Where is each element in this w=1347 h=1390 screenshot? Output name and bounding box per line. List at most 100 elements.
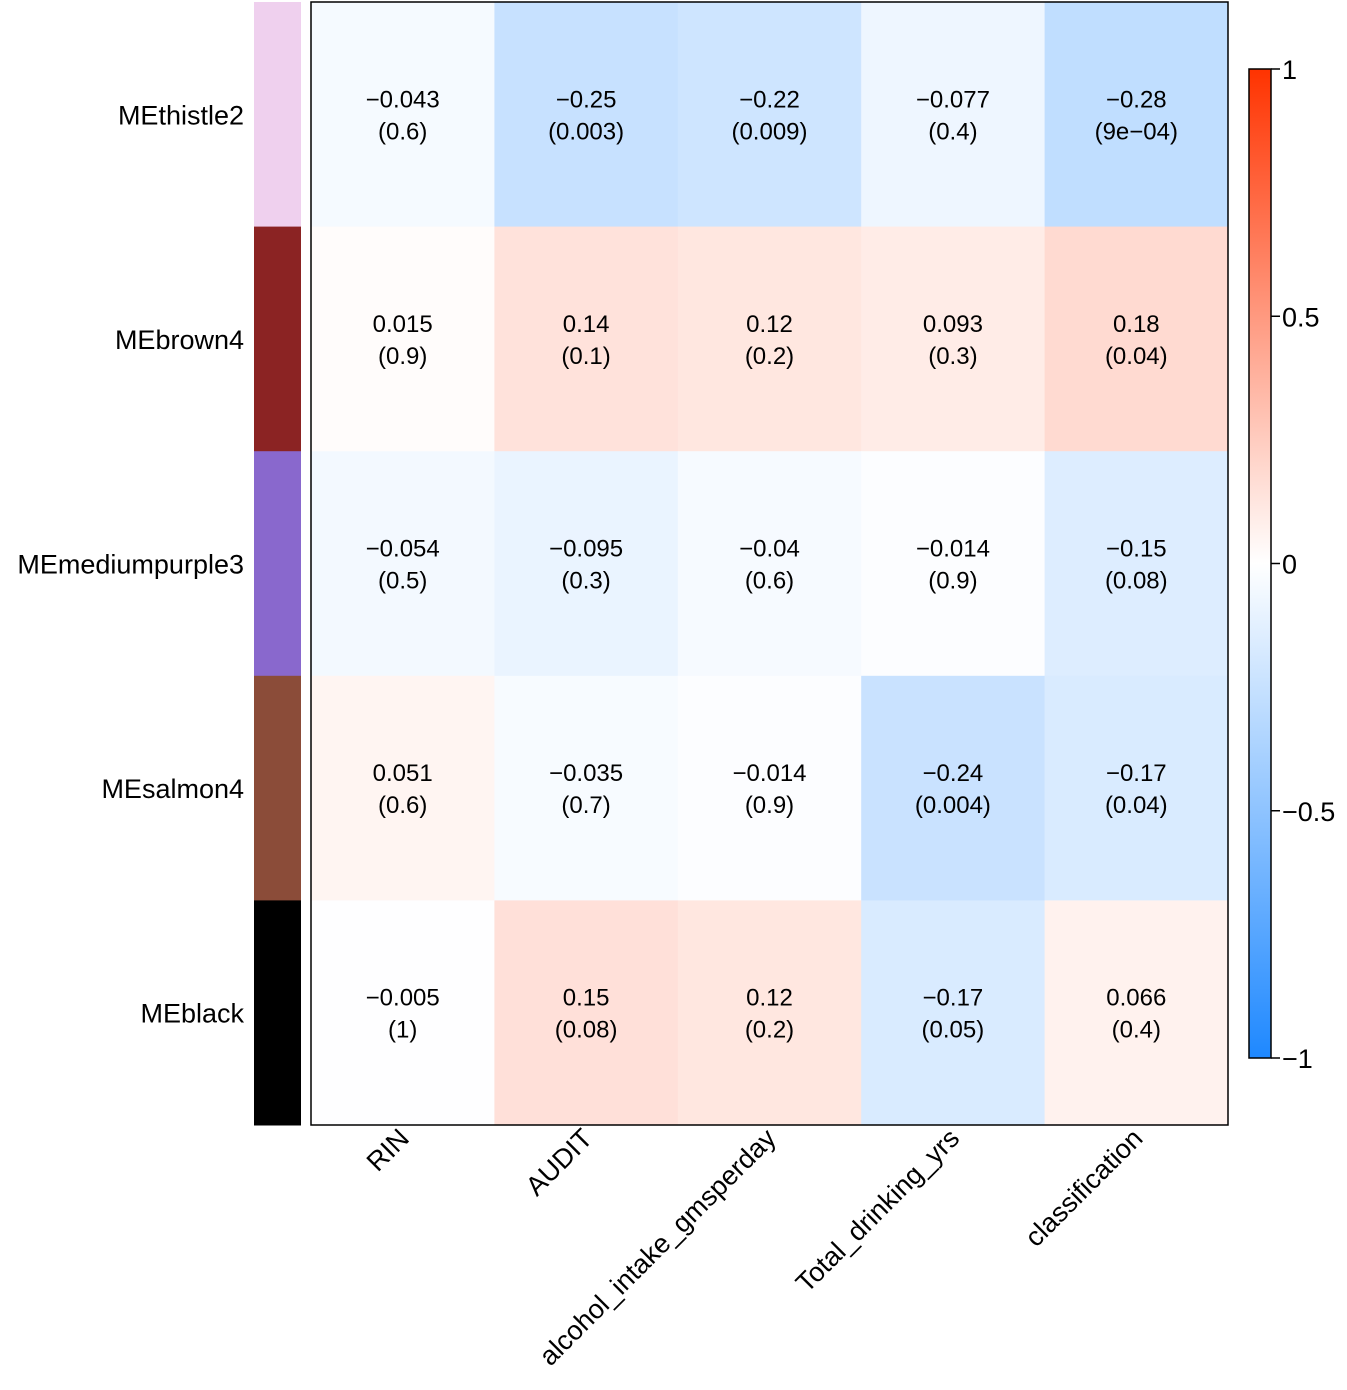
row-label-memediumpurple3: MEmediumpurple3 (17, 550, 244, 580)
cell-pvalue: (0.04) (1105, 792, 1168, 819)
row-label-methistle2: MEthistle2 (118, 100, 244, 130)
colorbar-tick-label: 0 (1282, 550, 1297, 580)
cell-pvalue: (0.2) (745, 343, 794, 370)
module-color-meblack (254, 900, 301, 1126)
cell-correlation: −0.035 (549, 760, 623, 787)
heatmap-cell (311, 675, 495, 901)
cell-correlation: −0.17 (1106, 760, 1167, 787)
cell-pvalue: (0.3) (561, 568, 610, 595)
cell-correlation: −0.24 (923, 760, 984, 787)
cell-correlation: −0.077 (916, 86, 990, 113)
heatmap-cell (311, 451, 495, 677)
cell-pvalue: (0.04) (1105, 343, 1168, 370)
heatmap-cell (1044, 451, 1229, 677)
cell-pvalue: (0.3) (928, 343, 977, 370)
cell-pvalue: (0.003) (548, 118, 624, 145)
cell-pvalue: (0.05) (922, 1017, 985, 1044)
heatmap-cell (677, 900, 862, 1126)
heatmap-cell (861, 226, 1046, 452)
cell-pvalue: (0.2) (745, 1017, 794, 1044)
heatmap-cell (494, 900, 679, 1126)
module-color-methistle2 (254, 2, 301, 228)
cell-pvalue: (0.1) (561, 343, 610, 370)
cell-correlation: 0.015 (373, 311, 433, 338)
cell-correlation: −0.22 (739, 86, 800, 113)
row-label-meblack: MEblack (140, 999, 244, 1029)
module-color-mesalmon4 (254, 675, 301, 901)
heatmap-cell (861, 451, 1046, 677)
cell-correlation: −0.014 (732, 760, 806, 787)
heatmap-cell (1044, 226, 1229, 452)
module-color-mebrown4 (254, 226, 301, 452)
heatmap-cell (1044, 900, 1229, 1126)
column-label-audit: AUDIT (520, 1123, 598, 1201)
cell-pvalue: (0.5) (378, 568, 427, 595)
cell-pvalue: (0.7) (561, 792, 610, 819)
cell-correlation: −0.095 (549, 536, 623, 563)
heatmap-cell (677, 2, 862, 228)
colorbar-tick-label: −0.5 (1282, 797, 1335, 827)
cell-pvalue: (0.004) (915, 792, 991, 819)
plot-border (310, 1, 1229, 1126)
heatmap-cell (861, 900, 1046, 1126)
heatmap-cell (494, 675, 679, 901)
cell-correlation: −0.25 (556, 86, 617, 113)
cell-correlation: 0.12 (746, 985, 793, 1012)
cell-correlation: −0.005 (366, 985, 440, 1012)
cell-correlation: −0.28 (1106, 86, 1167, 113)
module-color-bars (254, 2, 301, 1126)
heatmap-cell (494, 451, 679, 677)
heatmap-cell (311, 226, 495, 452)
cell-pvalue: (0.08) (555, 1017, 618, 1044)
cell-labels: −0.043 (0.6) −0.25 (0.003) −0.22 (0.009) −0.07… (366, 86, 1178, 1043)
cell-correlation: 0.14 (563, 311, 610, 338)
cell-correlation: −0.043 (366, 86, 440, 113)
heatmap-cell (494, 2, 679, 228)
cell-pvalue: (0.6) (378, 118, 427, 145)
heatmap-cell (311, 900, 495, 1126)
cell-pvalue: (0.4) (1112, 1017, 1161, 1044)
cell-correlation: −0.04 (739, 536, 800, 563)
cell-correlation: −0.15 (1106, 536, 1167, 563)
heatmap-cell (677, 226, 862, 452)
cell-pvalue: (0.9) (928, 568, 977, 595)
colorbar-tick-label: 1 (1282, 55, 1297, 85)
heatmap-cell (311, 2, 495, 228)
cell-pvalue: (1) (388, 1017, 417, 1044)
row-label-mebrown4: MEbrown4 (115, 325, 244, 355)
heatmap-cell (677, 675, 862, 901)
cell-pvalue: (0.009) (731, 118, 807, 145)
heatmap-cell (677, 451, 862, 677)
cell-pvalue: (0.6) (378, 792, 427, 819)
cell-correlation: 0.18 (1113, 311, 1160, 338)
cell-correlation: 0.066 (1106, 985, 1166, 1012)
cell-correlation: 0.15 (563, 985, 610, 1012)
column-label-rin: RIN (361, 1123, 415, 1177)
row-label-mesalmon4: MEsalmon4 (101, 774, 244, 804)
colorbar: 1 0.5 0 −0.5 −1 (1248, 55, 1335, 1074)
heatmap-cell (494, 226, 679, 452)
heatmap-cell (861, 675, 1046, 901)
heatmap-cell (1044, 2, 1229, 228)
cell-pvalue: (9e−04) (1095, 118, 1178, 145)
heatmap-cell (1044, 675, 1229, 901)
row-labels: MEthistle2 MEbrown4 MEmediumpurple3 MEsalmo… (17, 100, 244, 1028)
cell-pvalue: (0.4) (928, 118, 977, 145)
colorbar-gradient (1248, 68, 1272, 1059)
cell-correlation: 0.051 (373, 760, 433, 787)
cell-pvalue: (0.08) (1105, 568, 1168, 595)
heatmap-cells (311, 2, 1229, 1126)
colorbar-tick-label: 0.5 (1282, 302, 1320, 332)
cell-correlation: 0.093 (923, 311, 983, 338)
cell-pvalue: (0.9) (745, 792, 794, 819)
heatmap-cell (861, 2, 1046, 228)
cell-correlation: −0.17 (923, 985, 984, 1012)
cell-correlation: 0.12 (746, 311, 793, 338)
cell-correlation: −0.054 (366, 536, 440, 563)
column-label-total-drinking-yrs: Total_drinking_yrs (790, 1123, 965, 1298)
column-label-classification: classification (1019, 1123, 1148, 1252)
colorbar-tick-label: −1 (1282, 1044, 1313, 1074)
